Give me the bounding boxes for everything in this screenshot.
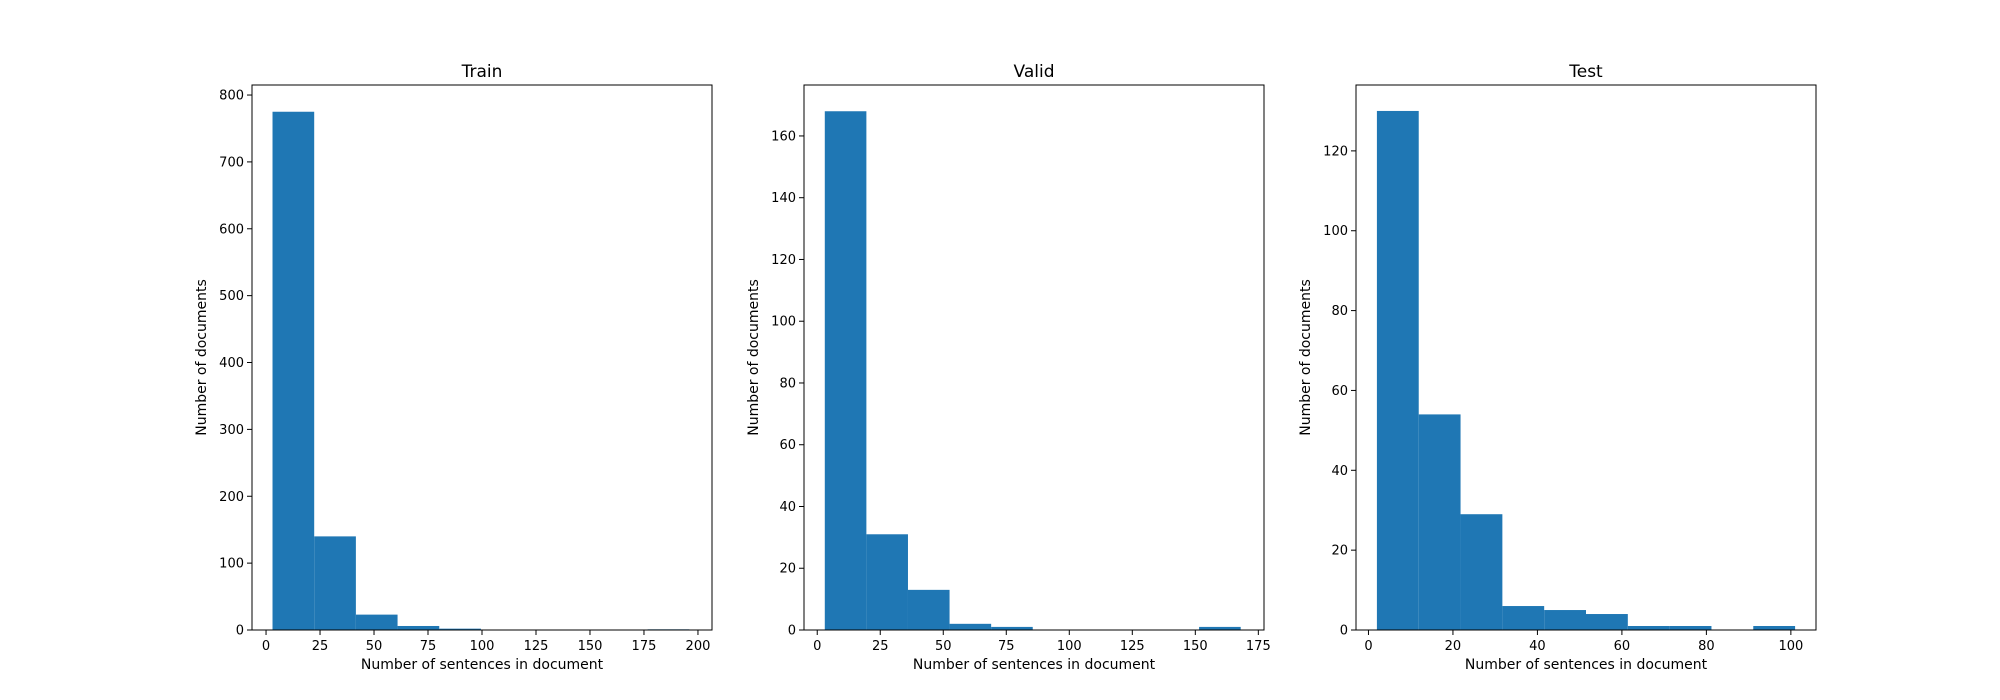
x-tick-label: 125 xyxy=(524,639,549,654)
y-tick-label: 0 xyxy=(1340,624,1348,639)
histogram-bar xyxy=(1376,110,1419,630)
histogram-bar xyxy=(907,589,950,630)
y-tick-label: 600 xyxy=(219,222,244,237)
x-tick-label: 200 xyxy=(686,639,711,654)
histogram-bar xyxy=(1502,606,1545,630)
x-tick-label: 100 xyxy=(470,639,495,654)
x-tick-label: 100 xyxy=(1057,639,1082,654)
y-tick-label: 140 xyxy=(771,191,796,206)
y-axis-label: Number of documents xyxy=(1298,279,1314,436)
x-tick-label: 150 xyxy=(578,639,603,654)
y-tick-label: 500 xyxy=(219,289,244,304)
plot-frame xyxy=(1355,84,1817,631)
x-axis-label: Number of sentences in document xyxy=(1465,657,1708,673)
ticks-group: 0 20 40 60 80 100 0 20 40 60 80 100 120 xyxy=(1323,144,1803,654)
x-tick-label: 0 xyxy=(813,639,821,654)
histogram-bar xyxy=(1627,626,1670,630)
y-tick-label: 300 xyxy=(219,423,244,438)
histogram-bar xyxy=(439,628,481,630)
y-axis-label: Number of documents xyxy=(194,279,210,436)
x-tick-label: 0 xyxy=(262,639,270,654)
y-tick-label: 20 xyxy=(779,562,796,577)
y-axis-label: Number of documents xyxy=(746,279,762,436)
y-tick-label: 0 xyxy=(788,624,796,639)
bars-group xyxy=(1376,110,1796,630)
x-tick-label: 75 xyxy=(420,639,437,654)
x-axis-label: Number of sentences in document xyxy=(361,657,604,673)
histogram-bar xyxy=(949,623,992,630)
histogram-bar xyxy=(1460,514,1503,630)
plot-frame xyxy=(251,84,713,631)
x-tick-label: 50 xyxy=(366,639,383,654)
y-tick-label: 120 xyxy=(1323,144,1348,159)
y-tick-label: 120 xyxy=(771,253,796,268)
bars-group xyxy=(824,111,1241,630)
x-tick-label: 40 xyxy=(1529,639,1546,654)
y-tick-label: 20 xyxy=(1331,544,1348,559)
x-tick-label: 100 xyxy=(1778,639,1803,654)
y-tick-label: 100 xyxy=(1323,224,1348,239)
x-tick-label: 25 xyxy=(872,639,889,654)
y-tick-label: 40 xyxy=(779,500,796,515)
histogram-bar xyxy=(866,534,908,630)
histogram-bar xyxy=(272,111,315,630)
histogram-bar xyxy=(1586,614,1628,630)
panel-title: Valid xyxy=(1014,62,1055,82)
y-tick-label: 80 xyxy=(779,376,796,391)
y-tick-label: 160 xyxy=(771,129,796,144)
x-tick-label: 150 xyxy=(1183,639,1208,654)
x-tick-label: 125 xyxy=(1120,639,1145,654)
histogram-bar xyxy=(1669,626,1712,630)
y-tick-label: 60 xyxy=(1331,384,1348,399)
x-tick-label: 0 xyxy=(1364,639,1372,654)
histogram-bar xyxy=(1199,626,1241,630)
test-panel: Test 0 20 40 60 80 100 0 20 40 60 80 100 120 Number … xyxy=(1298,62,1817,673)
histogram-bar xyxy=(397,625,440,630)
y-tick-label: 60 xyxy=(779,438,796,453)
histogram-bar xyxy=(1544,610,1586,630)
x-tick-label: 175 xyxy=(1246,639,1271,654)
histogram-bar xyxy=(824,111,867,630)
histogram-bar xyxy=(1418,414,1461,630)
bars-group xyxy=(272,111,690,630)
x-tick-label: 75 xyxy=(998,639,1015,654)
y-tick-label: 80 xyxy=(1331,304,1348,319)
x-tick-label: 60 xyxy=(1614,639,1631,654)
y-tick-label: 0 xyxy=(236,624,244,639)
x-tick-label: 25 xyxy=(312,639,329,654)
y-tick-label: 40 xyxy=(1331,464,1348,479)
histogram-bar xyxy=(355,614,398,630)
y-tick-label: 100 xyxy=(219,557,244,572)
ticks-group: 0 25 50 75 100 125 150 175 200 0 100 200 300 400 500 60… xyxy=(219,89,710,654)
y-tick-label: 200 xyxy=(219,490,244,505)
y-tick-label: 800 xyxy=(219,89,244,104)
y-tick-label: 700 xyxy=(219,155,244,170)
plot-frame xyxy=(803,84,1265,631)
x-tick-label: 20 xyxy=(1445,639,1462,654)
x-tick-label: 50 xyxy=(935,639,952,654)
panel-title: Test xyxy=(1568,62,1603,82)
y-tick-label: 100 xyxy=(771,315,796,330)
ticks-group: 0 25 50 75 100 125 150 175 0 20 40 60 80 100 120 140 160 xyxy=(771,129,1271,654)
train-panel: Train 0 25 50 75 100 125 150 175 200 0 100 200 300 40… xyxy=(194,62,713,673)
histogram-bar xyxy=(1753,626,1796,630)
histogram-bar xyxy=(314,536,356,630)
panel-title: Train xyxy=(461,62,503,82)
x-tick-label: 80 xyxy=(1698,639,1715,654)
histogram-bar xyxy=(991,626,1033,630)
x-tick-label: 175 xyxy=(632,639,657,654)
valid-panel: Valid 0 25 50 75 100 125 150 175 0 20 40 60 80 100 120… xyxy=(746,62,1271,673)
x-axis-label: Number of sentences in document xyxy=(913,657,1156,673)
y-tick-label: 400 xyxy=(219,356,244,371)
